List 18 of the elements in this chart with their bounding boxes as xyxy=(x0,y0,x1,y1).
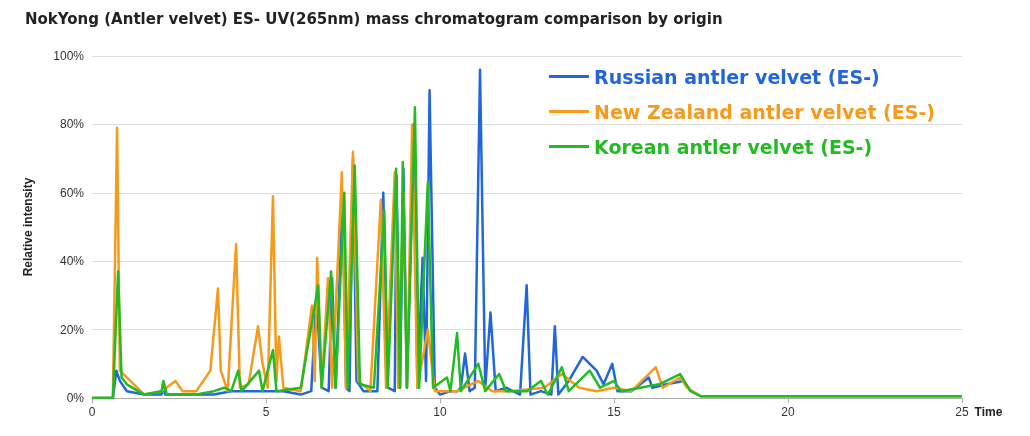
y-axis-title: Relative intensity xyxy=(21,177,35,277)
x-tick-label: 10 xyxy=(433,405,447,419)
x-tick-label: 15 xyxy=(607,405,621,419)
x-axis-title: Time xyxy=(974,405,1003,419)
chart-title: NokYong (Antler velvet) ES- UV(265nm) mass chromatogram comparison by origin xyxy=(25,9,723,28)
x-tick-label: 20 xyxy=(781,405,795,419)
x-tick-label: 5 xyxy=(262,405,270,419)
legend-label: New Zealand antler velvet (ES-) xyxy=(594,100,935,123)
y-tick-label: 100% xyxy=(53,49,85,63)
legend-label: Korean antler velvet (ES-) xyxy=(594,135,873,158)
y-tick-label: 20% xyxy=(59,322,85,337)
x-tick-label: 25 xyxy=(955,405,969,419)
y-tick-label: 60% xyxy=(59,185,85,200)
y-tick-label: 40% xyxy=(59,254,85,269)
y-tick-label: 80% xyxy=(59,117,85,132)
legend-label: Russian antler velvet (ES-) xyxy=(594,65,880,88)
x-tick-label: 0 xyxy=(88,405,96,419)
y-tick-label: 0% xyxy=(66,391,85,405)
